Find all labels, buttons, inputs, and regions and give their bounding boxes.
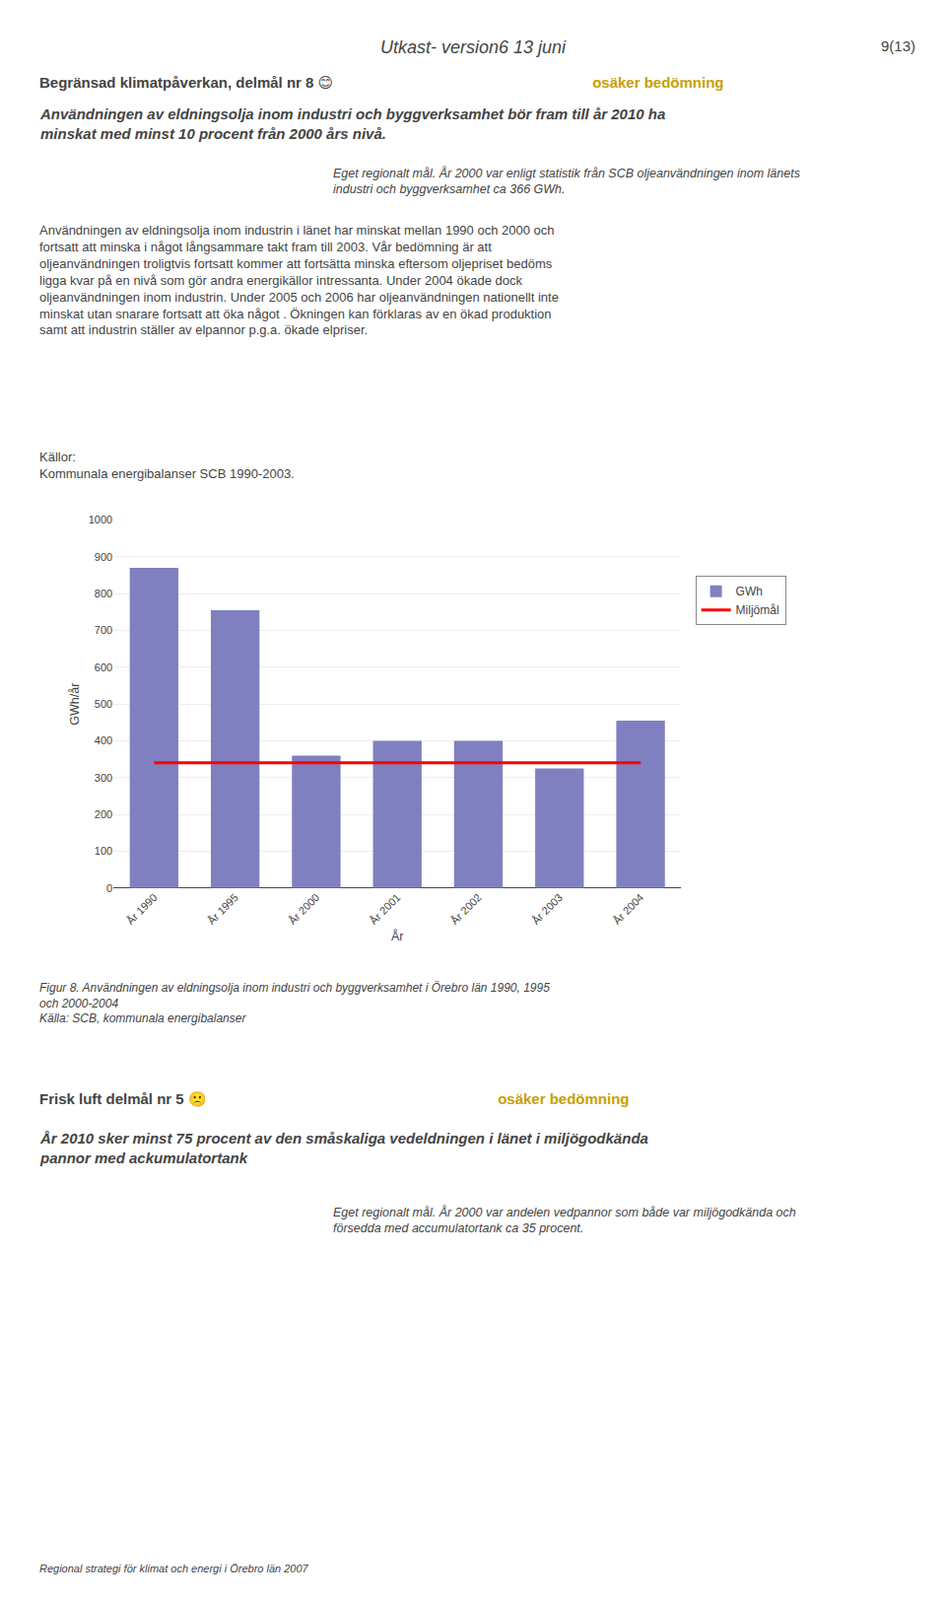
svg-text:osäker bedömning: osäker bedömning (588, 73, 725, 91)
svg-text:300: 300 (94, 771, 113, 784)
svg-text:Användningen av eldningsolja i: Användningen av eldningsolja inom indust… (39, 222, 559, 338)
svg-text:GWh/år: GWh/år (67, 682, 82, 726)
svg-text:700: 700 (94, 623, 113, 636)
svg-text:År 2004: År 2004 (610, 890, 647, 927)
svg-text:Figur 8. Användningen av eldni: Figur 8. Användningen av eldningsolja in… (39, 980, 550, 1025)
svg-text:800: 800 (94, 587, 113, 600)
svg-text:Regional strategi för klimat o: Regional strategi för klimat och energi … (39, 1561, 310, 1574)
svg-text:Utkast- version6 13 juni: Utkast- version6 13 juni (380, 37, 567, 58)
svg-text:600: 600 (94, 661, 113, 674)
svg-text:Miljömål: Miljömål (736, 603, 780, 617)
svg-text:400: 400 (94, 734, 113, 746)
svg-text:År 2001: År 2001 (367, 890, 404, 927)
svg-text:År 2000: År 2000 (285, 890, 322, 927)
svg-text:Frisk luft delmål nr 5 🙁: Frisk luft delmål nr 5 🙁 (39, 1089, 207, 1107)
svg-text:År 2002: År 2002 (448, 890, 484, 927)
svg-text:500: 500 (94, 697, 113, 710)
svg-text:1000: 1000 (88, 513, 113, 526)
svg-text:200: 200 (94, 808, 113, 820)
svg-text:År 2010 sker minst 75 procent: År 2010 sker minst 75 procent av den små… (39, 1129, 649, 1166)
svg-text:9(13): 9(13) (880, 37, 916, 55)
svg-text:År 2003: År 2003 (529, 890, 565, 927)
svg-text:GWh: GWh (736, 584, 763, 599)
svg-text:Eget regionalt mål. År 2000 va: Eget regionalt mål. År 2000 var enligt s… (333, 165, 801, 197)
svg-text:Eget regionalt mål. År 2000 va: Eget regionalt mål. År 2000 var andelen … (333, 1204, 797, 1235)
svg-text:Användningen av eldningsolja i: Användningen av eldningsolja inom indust… (39, 105, 666, 142)
svg-text:Källor:Kommunala energibalanse: Källor:Kommunala energibalanser SCB 1990… (39, 449, 295, 481)
svg-text:År 1990: År 1990 (124, 890, 160, 927)
svg-text:osäker bedömning: osäker bedömning (493, 1089, 630, 1107)
svg-text:100: 100 (94, 844, 113, 857)
svg-text:Begränsad klimatpåverkan, delm: Begränsad klimatpåverkan, delmål nr 8 😊 (39, 73, 334, 91)
svg-text:900: 900 (94, 550, 113, 563)
svg-text:0: 0 (106, 881, 113, 894)
svg-text:År 1995: År 1995 (204, 890, 241, 927)
svg-text:År: År (391, 928, 405, 944)
